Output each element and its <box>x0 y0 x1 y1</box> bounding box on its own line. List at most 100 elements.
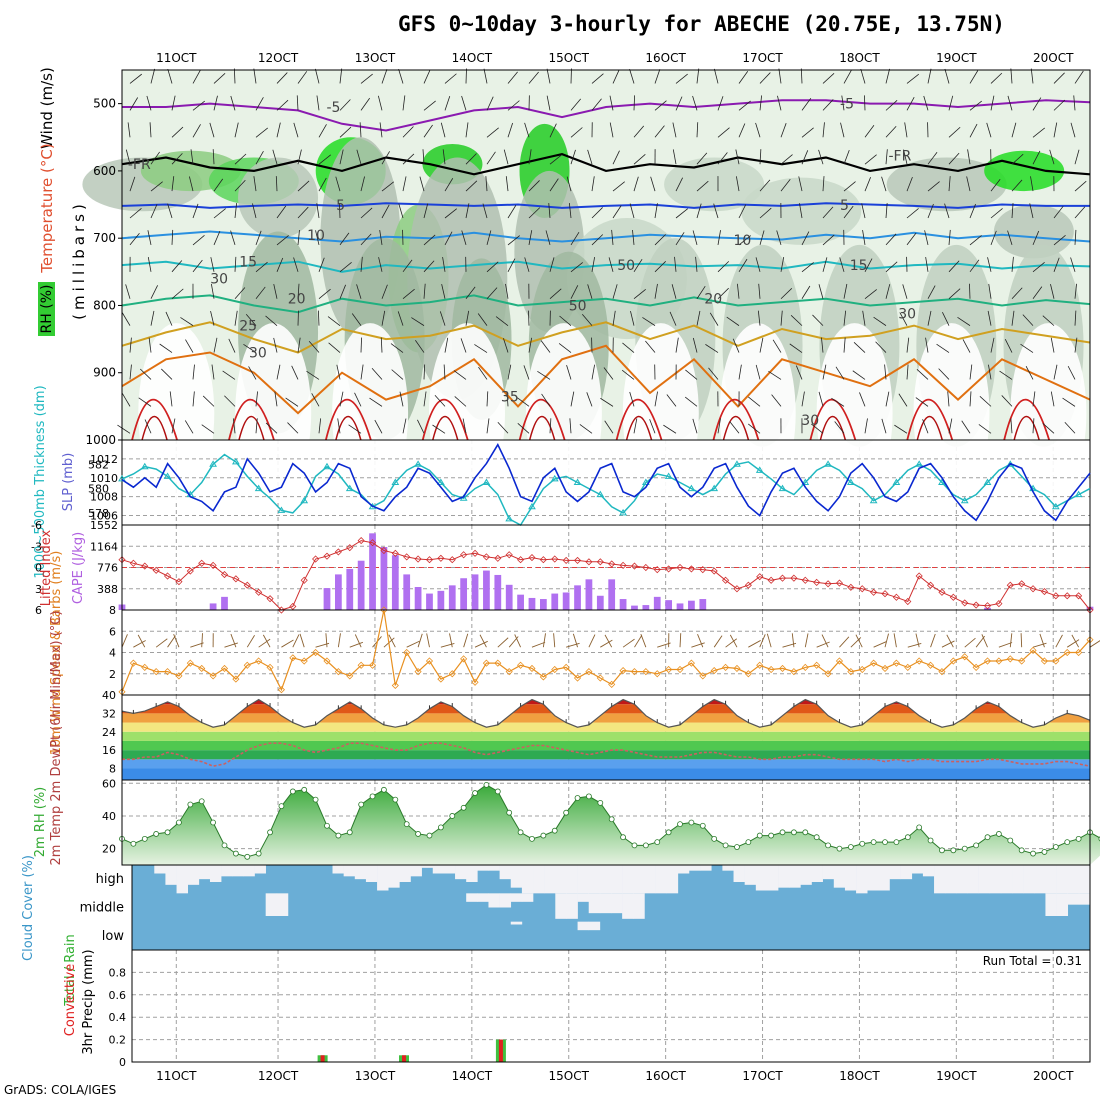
wind-barb <box>835 366 845 380</box>
cloud-cell-high <box>466 865 478 882</box>
wind-speed-point <box>722 663 730 671</box>
isotherm-40 <box>335 415 362 441</box>
wind-barb <box>252 203 257 219</box>
wind-barb <box>380 337 383 353</box>
rh-point <box>437 824 444 831</box>
lifted-index-point <box>915 572 923 580</box>
surface-wind-barb <box>839 636 850 648</box>
wind-barb <box>776 230 782 246</box>
wind-barb <box>726 316 740 326</box>
wind-barb <box>873 316 887 326</box>
wind-barb <box>915 397 929 407</box>
cloud-cell-high <box>343 865 356 877</box>
cloud-cell-high <box>187 865 200 885</box>
rh-point <box>563 809 570 816</box>
rh-area <box>122 784 1100 865</box>
wind-barb <box>884 364 887 380</box>
surface-wind-barb <box>679 633 682 648</box>
thickness-tick: 580 <box>88 483 109 496</box>
wind-barb <box>822 99 834 111</box>
rh-point <box>813 834 820 841</box>
wind-barb <box>276 122 281 138</box>
cape-bar <box>334 574 342 610</box>
wind-barb <box>234 203 238 219</box>
wind-barb <box>899 312 908 326</box>
rh-point <box>734 844 740 850</box>
cloud-cell-high <box>176 865 188 894</box>
wind-barb <box>318 418 322 434</box>
surface-wind-barb <box>930 633 936 648</box>
wind-barb <box>1022 314 1034 326</box>
wind-barb <box>506 391 509 407</box>
wind-barb <box>990 208 1003 219</box>
surface-wind-barb <box>299 633 305 648</box>
rh-point <box>278 803 285 810</box>
cloud-cell-middle <box>499 893 512 908</box>
wind10m-axis-label: 10m Wind Speed & Barbs (m/s) <box>49 551 64 756</box>
wind-barb <box>423 364 426 380</box>
wind-barb <box>129 337 132 353</box>
lifted-index-point <box>824 580 832 588</box>
rh-legend-swatch <box>38 282 55 336</box>
li-tick: -6 <box>31 519 42 532</box>
wind-speed-point <box>1063 648 1071 657</box>
wind-barb <box>528 337 533 353</box>
wind-barb <box>780 154 793 165</box>
wind-barb <box>146 95 152 111</box>
lifted-index-point <box>892 593 900 601</box>
wind-barb <box>528 230 533 245</box>
wind-barb <box>315 230 320 246</box>
wind-barb <box>328 342 341 353</box>
wind-barb <box>570 391 575 407</box>
cape-bar <box>574 585 581 610</box>
wind-barb <box>1029 203 1034 219</box>
surface-wind-barb <box>121 634 128 648</box>
wind-barb <box>948 95 954 111</box>
wind-speed-point <box>608 680 616 688</box>
cloud-cell-high <box>989 865 1002 894</box>
cloud-cell-high <box>733 865 745 882</box>
wind-barb <box>717 230 721 245</box>
wind-barb <box>948 126 961 138</box>
wind-barb <box>1053 72 1065 84</box>
wind-speed-point <box>220 664 229 673</box>
lifted-index-point <box>687 565 695 573</box>
wind-barb <box>969 70 979 84</box>
cape-bar <box>631 605 638 610</box>
wind-barb <box>381 181 394 192</box>
cloud-cell-high <box>599 865 612 894</box>
wind-barb <box>738 204 747 219</box>
wind-barb <box>398 69 404 84</box>
contour-label: -5 <box>840 97 854 113</box>
lifted-index-point <box>562 556 570 564</box>
cloud-cell-high <box>700 865 712 871</box>
thickness-point <box>983 478 992 485</box>
contour-label: 30 <box>898 307 916 323</box>
wind-barb <box>696 122 699 138</box>
contour-label: 50 <box>569 298 587 314</box>
wind-barb <box>339 99 351 111</box>
surface-wind-barb <box>440 643 455 648</box>
wind-barb <box>633 176 639 192</box>
wind-barb <box>192 203 199 219</box>
rh-point <box>620 834 626 841</box>
cloud-cell-high <box>555 865 567 894</box>
wind-barb <box>675 337 679 353</box>
wind-barb <box>717 287 729 300</box>
wind-barb <box>962 339 971 353</box>
wind-barb <box>692 337 698 353</box>
thickness-point <box>300 496 309 504</box>
li-tick: 3 <box>35 583 42 596</box>
lifted-index-point <box>312 555 320 563</box>
wind-barb <box>486 418 490 434</box>
wind-barb <box>287 422 299 434</box>
cloud-cell-middle <box>566 893 578 919</box>
wind-barb <box>633 125 645 138</box>
wind-barb <box>308 340 320 353</box>
wind-barb <box>171 288 184 300</box>
rh-point <box>859 840 866 847</box>
surface-wind-barb <box>426 633 430 648</box>
wind-barb <box>253 68 257 84</box>
cloud-cell-middle <box>633 893 645 919</box>
